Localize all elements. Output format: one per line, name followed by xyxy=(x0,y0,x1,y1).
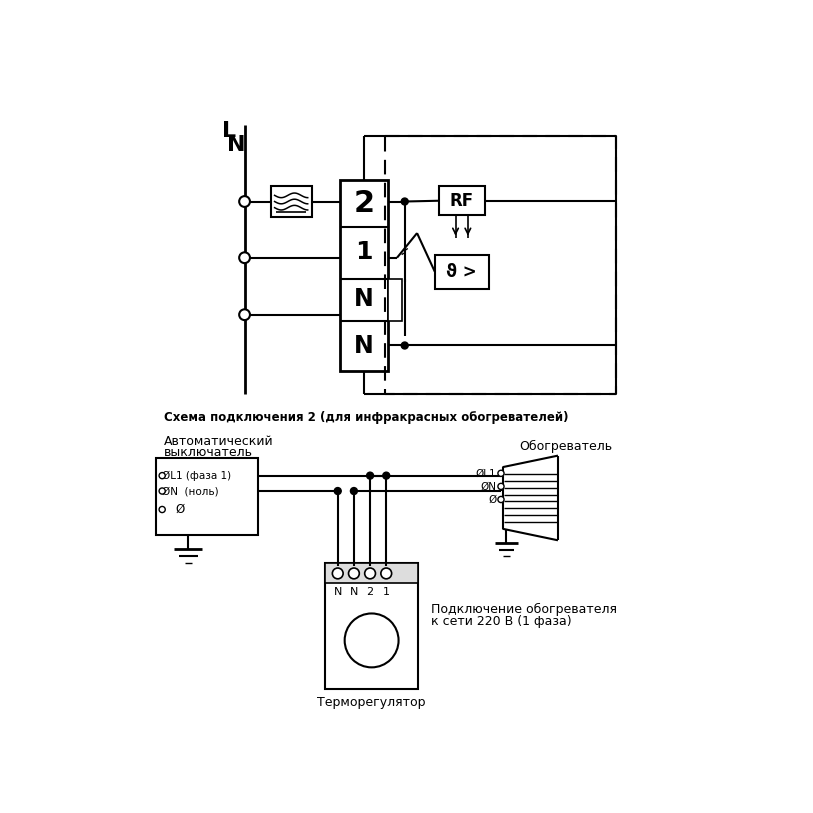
Circle shape xyxy=(159,472,165,479)
Circle shape xyxy=(333,568,343,579)
Text: Подключение обогревателя: Подключение обогревателя xyxy=(431,603,617,616)
Text: Автоматический: Автоматический xyxy=(163,435,273,448)
Text: Обогреватель: Обогреватель xyxy=(520,440,612,453)
Text: Ø: Ø xyxy=(334,568,341,578)
Circle shape xyxy=(239,252,250,263)
Text: N: N xyxy=(350,587,358,597)
Text: ØL1 (фаза 1): ØL1 (фаза 1) xyxy=(162,471,232,480)
Circle shape xyxy=(345,614,398,667)
Circle shape xyxy=(334,488,341,494)
Circle shape xyxy=(159,488,165,494)
Text: к сети 220 В (1 фаза): к сети 220 В (1 фаза) xyxy=(431,615,572,628)
Circle shape xyxy=(349,568,359,579)
Circle shape xyxy=(498,484,504,489)
Text: L: L xyxy=(222,120,237,141)
Bar xyxy=(325,563,418,584)
Text: 1: 1 xyxy=(355,241,372,264)
Text: N: N xyxy=(354,287,374,311)
Text: Ø: Ø xyxy=(488,494,497,505)
Circle shape xyxy=(159,506,165,512)
Bar xyxy=(388,279,402,321)
Text: Ø: Ø xyxy=(367,568,374,578)
Circle shape xyxy=(350,488,358,494)
Text: 1: 1 xyxy=(383,587,389,597)
Text: N: N xyxy=(354,333,374,358)
Text: N: N xyxy=(227,135,246,155)
Bar xyxy=(435,255,489,289)
Text: Ø: Ø xyxy=(350,568,358,578)
Text: Схема подключения 2 (для инфракрасных обогревателей): Схема подключения 2 (для инфракрасных об… xyxy=(163,411,568,424)
Circle shape xyxy=(402,198,408,205)
Text: RF: RF xyxy=(450,192,474,210)
Bar xyxy=(325,563,418,689)
Text: Ø: Ø xyxy=(176,503,185,516)
Circle shape xyxy=(239,196,250,207)
Text: выключатель: выключатель xyxy=(163,446,253,459)
Bar xyxy=(156,458,258,535)
Circle shape xyxy=(498,497,504,502)
Text: N: N xyxy=(333,587,342,597)
Bar xyxy=(271,186,311,217)
Text: Терморегулятор: Терморегулятор xyxy=(317,696,426,709)
Circle shape xyxy=(498,470,504,476)
Circle shape xyxy=(365,568,376,579)
Circle shape xyxy=(402,342,408,349)
Text: ØL1: ØL1 xyxy=(476,468,497,478)
Bar xyxy=(438,186,485,215)
Circle shape xyxy=(239,309,250,320)
Text: ØN  (ноль): ØN (ноль) xyxy=(162,486,219,496)
Bar xyxy=(340,180,388,371)
Circle shape xyxy=(383,472,389,479)
Text: 2: 2 xyxy=(354,189,375,218)
Text: 2: 2 xyxy=(367,587,374,597)
Text: ϑ >: ϑ > xyxy=(446,263,477,280)
Text: ØN: ØN xyxy=(480,481,497,491)
Circle shape xyxy=(367,472,373,479)
Text: Ø: Ø xyxy=(382,568,390,578)
Circle shape xyxy=(380,568,392,579)
